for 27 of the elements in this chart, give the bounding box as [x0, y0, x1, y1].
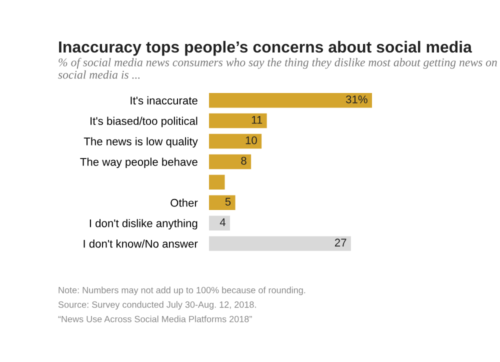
- data-label: 10: [246, 136, 257, 144]
- chart-subtitle: % of social media news consumers who say the thing they dislike most about getting news on social media is ...: [58, 58, 497, 79]
- bar: [209, 154, 252, 170]
- data-label: 4: [220, 218, 226, 226]
- y-tick-label: The way people behave: [80, 158, 198, 168]
- bar: [209, 236, 351, 251]
- data-label: 8: [241, 156, 246, 165]
- data-label: 5: [225, 198, 231, 206]
- y-tick-label: The news is low quality: [84, 137, 198, 148]
- bar: [209, 113, 267, 128]
- data-label: 27: [334, 238, 346, 246]
- text: Note: Numbers may not add up to 100% because of rounding.: [58, 286, 306, 296]
- data-label: 11: [252, 116, 262, 124]
- y-tick-label: It's biased/too political: [90, 116, 198, 128]
- data-label: 31%: [346, 95, 368, 104]
- y-tick-label: Other: [170, 198, 198, 207]
- y-tick-label: I don't know/No answer: [84, 240, 198, 248]
- source-note: Source: Survey conducted July 30-Aug. 12, 2018.: [58, 301, 256, 310]
- bar: [209, 174, 225, 190]
- text: “News Use Across Social Media Platforms 2018”: [58, 316, 252, 322]
- bar: [209, 134, 262, 149]
- y-tick-label: I don't dislike anything: [90, 219, 198, 230]
- chart-title: Inaccuracy tops people’s concerns about social media: [59, 40, 472, 56]
- bar: [209, 195, 236, 210]
- bar: [209, 216, 230, 230]
- bar: [209, 92, 372, 108]
- y-tick-label: It's inaccurate: [130, 96, 198, 104]
